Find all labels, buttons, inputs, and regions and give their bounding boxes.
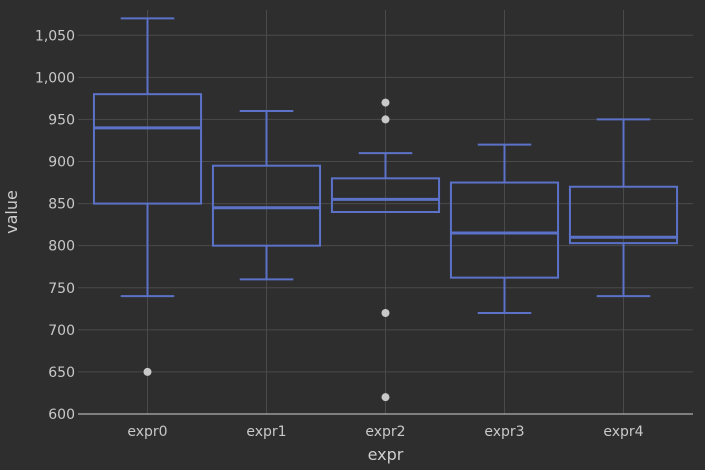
y-tick-label: 1,000 xyxy=(35,70,75,86)
box-expr0 xyxy=(92,17,203,376)
outlier-point xyxy=(381,393,390,402)
y-tick-label: 750 xyxy=(48,281,75,297)
x-axis-ticks: expr0 expr1 expr2 expr3 expr4 xyxy=(127,424,643,440)
x-tick-label: expr0 xyxy=(127,424,167,440)
y-axis-ticks: 600 650 700 750 800 850 900 950 1,000 1,050 xyxy=(35,28,75,423)
box-expr3 xyxy=(449,143,560,314)
x-tick-label: expr3 xyxy=(484,424,524,440)
outlier-point xyxy=(381,98,390,107)
x-tick-label: expr2 xyxy=(365,424,405,440)
box-expr1 xyxy=(211,110,322,281)
y-tick-label: 700 xyxy=(48,323,75,339)
y-tick-label: 650 xyxy=(48,365,75,381)
y-tick-label: 600 xyxy=(48,407,75,423)
y-tick-label: 850 xyxy=(48,197,75,213)
iqr-box xyxy=(568,185,679,245)
outlier-point xyxy=(381,115,390,124)
outlier-point xyxy=(143,367,152,376)
x-axis-title: expr xyxy=(368,445,404,464)
iqr-box xyxy=(330,177,441,213)
box-expr4 xyxy=(568,118,679,298)
y-tick-label: 950 xyxy=(48,112,75,128)
y-tick-label: 1,050 xyxy=(35,28,75,44)
y-tick-label: 800 xyxy=(48,239,75,255)
y-tick-label: 900 xyxy=(48,155,75,171)
iqr-box xyxy=(92,93,203,205)
iqr-box xyxy=(211,164,322,247)
iqr-box xyxy=(449,181,560,279)
x-tick-label: expr4 xyxy=(603,424,643,440)
outlier-point xyxy=(381,309,390,317)
x-tick-label: expr1 xyxy=(246,424,286,440)
y-axis-title: value xyxy=(2,190,21,234)
box-expr2 xyxy=(330,98,441,402)
boxes xyxy=(92,17,679,402)
